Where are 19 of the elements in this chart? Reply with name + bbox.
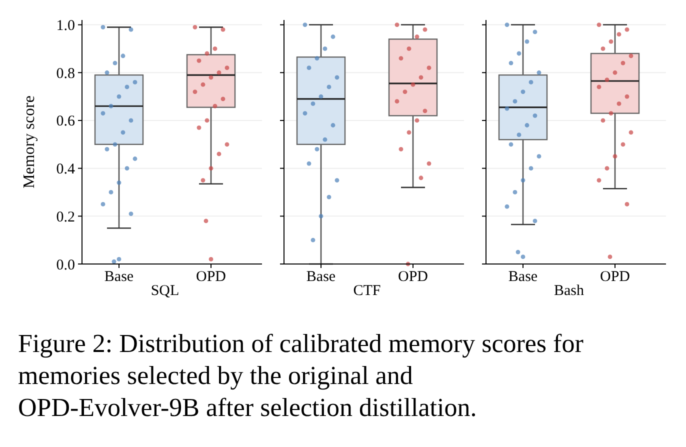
- x-axis-title: CTF: [353, 283, 381, 299]
- x-axis-title: Bash: [554, 283, 584, 299]
- y-axis-title: Memory score: [21, 96, 38, 188]
- y-tick-label: 1.0: [56, 18, 75, 34]
- x-axis-title: SQL: [150, 283, 180, 299]
- x-tick-label: OPD: [398, 269, 428, 285]
- y-tick-label: 0.0: [56, 257, 75, 274]
- y-tick-label: 0.6: [56, 114, 76, 130]
- x-tick-label: OPD: [196, 269, 226, 285]
- text: memories selected by the original and: [18, 361, 413, 390]
- y-tick-label: 0.4: [56, 162, 76, 178]
- y-tick-label: 0.8: [56, 66, 75, 82]
- x-tick-label: Base: [306, 269, 336, 285]
- x-tick-label: Base: [104, 269, 134, 285]
- x-tick-label: Base: [508, 269, 538, 285]
- text: OPD-Evolver-9B after selection distillation.: [18, 393, 477, 422]
- x-tick-label: OPD: [600, 269, 630, 285]
- caption: Figure 2: Distribution of calibrated memory scores for: [18, 329, 584, 358]
- y-tick-label: 0.2: [56, 209, 75, 226]
